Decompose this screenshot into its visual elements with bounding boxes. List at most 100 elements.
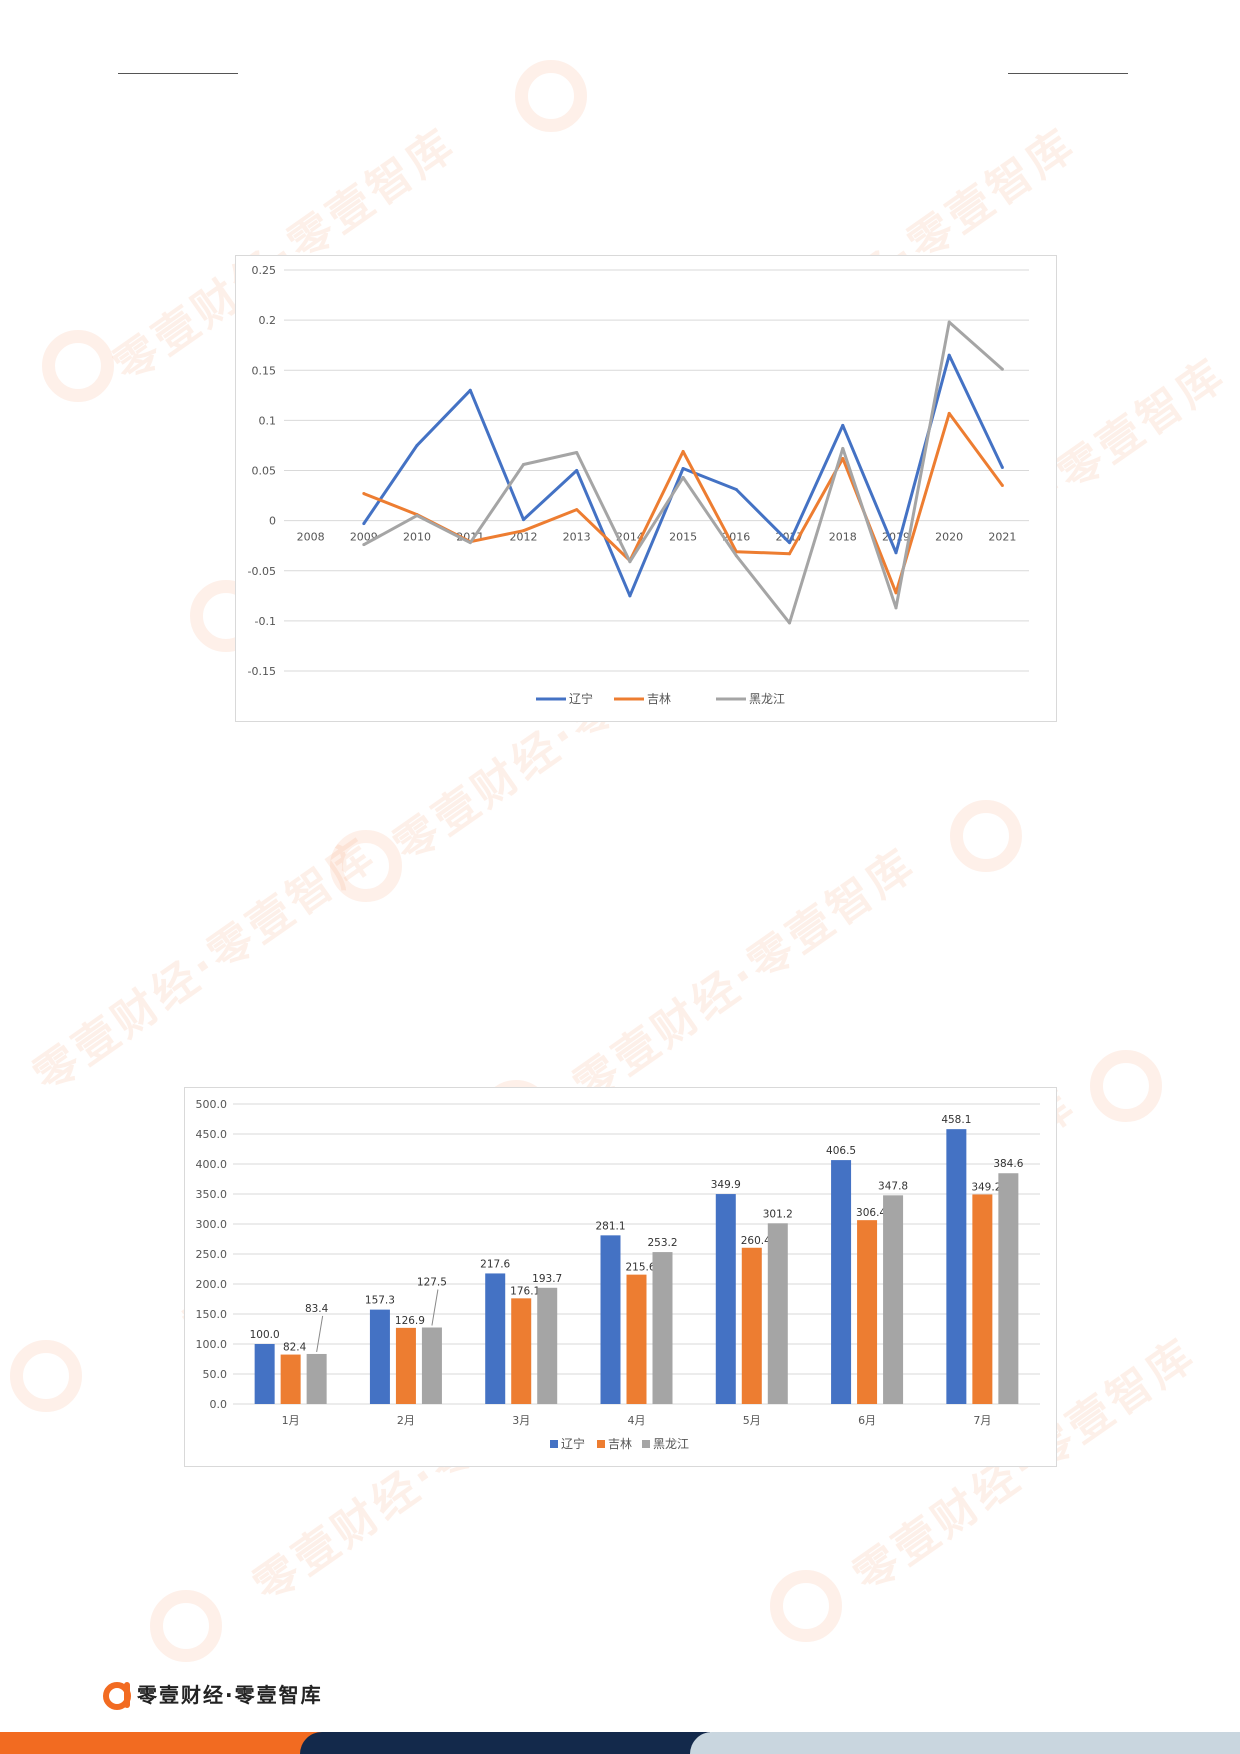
y-tick-label: 450.0 xyxy=(196,1128,228,1141)
data-point xyxy=(1000,367,1004,371)
series-line-1 xyxy=(363,411,1004,595)
data-label: 347.8 xyxy=(878,1180,908,1192)
footer-color-bar xyxy=(0,1732,1240,1754)
y-tick-label: 300.0 xyxy=(196,1218,228,1231)
legend-label: 吉林 xyxy=(608,1437,632,1451)
x-tick-label: 2013 xyxy=(563,531,591,544)
data-label: 82.4 xyxy=(283,1342,307,1354)
x-tick-label: 2月 xyxy=(397,1414,415,1427)
data-point xyxy=(681,449,685,453)
bar xyxy=(421,1327,442,1404)
y-tick-label: 500.0 xyxy=(196,1098,228,1111)
x-tick-label: 2020 xyxy=(935,531,963,544)
bar xyxy=(254,1344,275,1404)
data-point xyxy=(894,551,898,555)
x-tick-label: 3月 xyxy=(512,1414,530,1427)
bar xyxy=(537,1287,558,1404)
data-point xyxy=(1000,484,1004,488)
data-point xyxy=(468,541,472,545)
data-label: 281.1 xyxy=(595,1220,625,1232)
watermark-logo-icon xyxy=(330,830,402,902)
data-label: 215.6 xyxy=(625,1262,655,1274)
bar xyxy=(767,1223,788,1404)
data-point xyxy=(415,443,419,447)
y-tick-label: -0.05 xyxy=(248,565,276,578)
line-chart-svg: 0.25 0.2 0.15 0.1 0.05 0 -0.05 -0.1 -0.15 2008 200… xyxy=(248,264,1029,706)
y-tick-label: 0 xyxy=(269,515,276,528)
data-label: 406.5 xyxy=(826,1145,856,1157)
bar xyxy=(600,1235,621,1404)
data-point xyxy=(894,591,898,595)
x-tick-label: 2012 xyxy=(509,531,537,544)
y-tick-label: 0.25 xyxy=(252,264,277,277)
data-point xyxy=(628,560,632,564)
data-point xyxy=(681,466,685,470)
growth-rate-line-chart: 0.25 0.2 0.15 0.1 0.05 0 -0.05 -0.1 -0.15 2008 200… xyxy=(235,255,1057,722)
data-label: 349.2 xyxy=(971,1181,1001,1193)
watermark-text: 零壹财经·零壹智库 xyxy=(564,838,926,1113)
header-rule-left xyxy=(118,73,238,74)
x-tick-label: 5月 xyxy=(743,1414,761,1427)
brand-name: 零壹财经·零壹智库 xyxy=(137,1683,323,1707)
data-point xyxy=(894,606,898,610)
data-point xyxy=(362,522,366,526)
brand-logo-icon xyxy=(103,1680,131,1710)
bar-chart-svg: 500.0 450.0 400.0 350.0 300.0 250.0 200.0 150.0… xyxy=(196,1098,1040,1451)
bar xyxy=(652,1252,673,1404)
data-label: 384.6 xyxy=(993,1158,1023,1170)
data-point xyxy=(681,476,685,480)
data-label: 127.5 xyxy=(417,1277,447,1289)
legend-label: 辽宁 xyxy=(569,691,593,706)
data-label: 458.1 xyxy=(941,1114,971,1126)
legend-swatch xyxy=(642,1440,650,1448)
y-tick-label: 400.0 xyxy=(196,1158,228,1171)
x-tick-label: 2015 xyxy=(669,531,697,544)
bar xyxy=(306,1353,327,1404)
x-tick-label: 2010 xyxy=(403,531,431,544)
bar xyxy=(741,1247,762,1404)
bar xyxy=(511,1298,532,1404)
bar xyxy=(883,1195,904,1404)
data-point xyxy=(575,469,579,472)
bar xyxy=(626,1274,647,1404)
data-label: 83.4 xyxy=(305,1303,329,1315)
data-point xyxy=(734,554,738,558)
series-line-2 xyxy=(363,320,1004,625)
data-label: 301.2 xyxy=(763,1208,793,1220)
data-point xyxy=(521,529,525,533)
data-point xyxy=(734,488,738,492)
x-tick-label: 2009 xyxy=(350,531,378,544)
monthly-bar-chart: 500.0 450.0 400.0 350.0 300.0 250.0 200.0 150.0… xyxy=(184,1087,1057,1467)
data-point xyxy=(628,594,632,598)
watermark-logo-icon xyxy=(42,330,114,402)
bar xyxy=(369,1309,390,1404)
y-tick-label: 0.05 xyxy=(252,465,277,478)
y-tick-label: 200.0 xyxy=(196,1278,228,1291)
bar xyxy=(857,1220,878,1404)
header-rule-right xyxy=(1008,73,1128,74)
watermark-logo-icon xyxy=(770,1570,842,1642)
y-tick-label: 350.0 xyxy=(196,1188,228,1201)
x-tick-label: 2008 xyxy=(297,531,325,544)
y-tick-label: 50.0 xyxy=(203,1368,228,1381)
data-label: 260.4 xyxy=(741,1235,771,1247)
data-point xyxy=(788,541,792,545)
watermark-logo-icon xyxy=(1090,1050,1162,1122)
data-point xyxy=(362,492,366,496)
y-tick-label: 100.0 xyxy=(196,1338,228,1351)
data-point xyxy=(521,518,525,522)
legend-label: 黑龙江 xyxy=(749,692,785,706)
legend-label: 黑龙江 xyxy=(653,1437,689,1451)
bar xyxy=(946,1129,967,1404)
watermark-logo-icon xyxy=(950,800,1022,872)
x-tick-label: 6月 xyxy=(858,1414,876,1427)
data-point xyxy=(947,353,951,357)
data-point xyxy=(947,411,951,415)
x-tick-label: 2018 xyxy=(829,531,857,544)
y-tick-label: 150.0 xyxy=(196,1308,228,1321)
legend-swatch xyxy=(550,1440,558,1448)
data-point xyxy=(575,450,579,454)
legend-swatch xyxy=(597,1440,605,1448)
y-tick-label: -0.1 xyxy=(255,615,276,628)
bar xyxy=(485,1273,506,1404)
